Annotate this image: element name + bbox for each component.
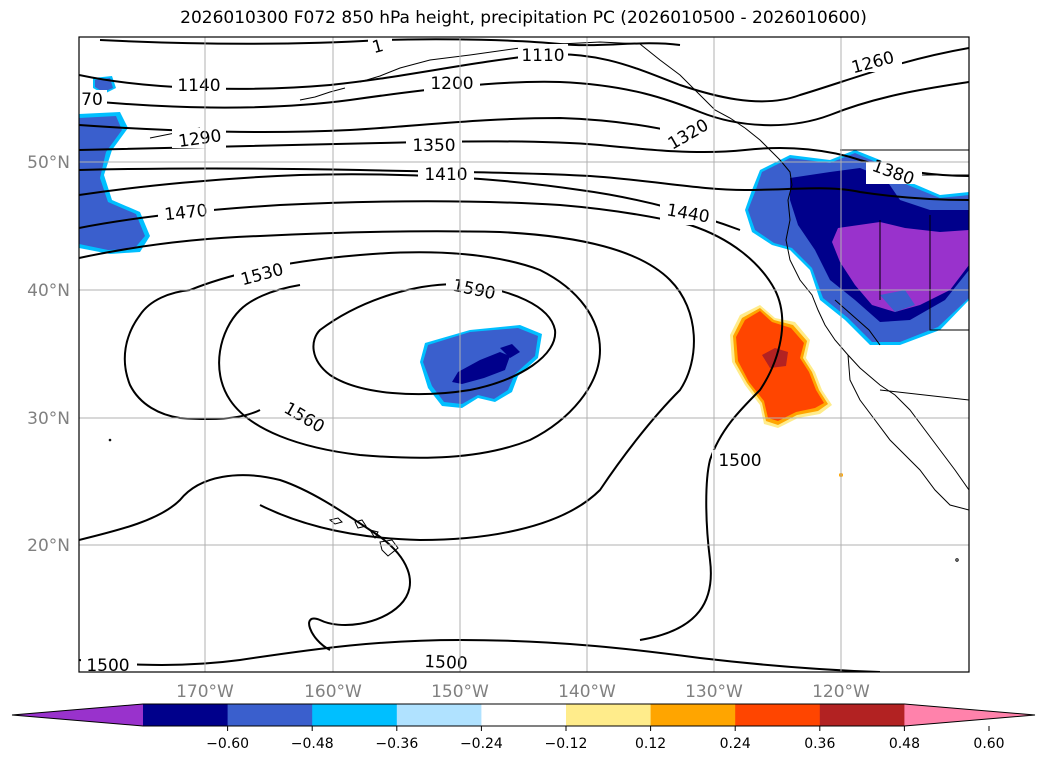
lon-label-150w: 150°W xyxy=(431,682,489,702)
contour-label-1500-southwest: 1500 xyxy=(86,656,129,676)
colorbar-segment xyxy=(312,704,398,726)
colorbar-segment xyxy=(735,704,821,726)
lat-label-20n: 20°N xyxy=(27,536,70,556)
colorbar-outline xyxy=(11,703,1036,727)
colorbar-extend-high xyxy=(904,704,1035,726)
lat-label-40n: 40°N xyxy=(27,281,70,301)
lat-label-50n: 50°N xyxy=(27,153,70,173)
colorbar-segment xyxy=(396,704,482,726)
colorbar xyxy=(11,703,1036,727)
lat-label-30n: 30°N xyxy=(27,409,70,429)
contour-label-partial-1: 1 xyxy=(370,36,386,58)
height-contours xyxy=(79,38,969,672)
contour-label-1140: 1140 xyxy=(177,76,220,96)
longitude-labels: 170°W 160°W 150°W 140°W 130°W 120°W xyxy=(176,682,870,702)
colorbar-tick-label: −0.60 xyxy=(206,736,249,752)
contour-label-1500-south: 1500 xyxy=(424,652,468,674)
contour-label-1500-east: 1500 xyxy=(718,451,761,471)
map-plot-area: 1110 1140 1200 1260 1290 1320 1350 1380 … xyxy=(79,36,969,676)
colorbar-tick-label: 0.48 xyxy=(889,736,920,752)
colorbar-tick-label: 0.12 xyxy=(635,736,666,752)
colorbar-tick-label: 0.36 xyxy=(804,736,835,752)
hawaii-islands xyxy=(108,438,959,562)
colorbar-segment xyxy=(227,704,313,726)
contour-label-1200: 1200 xyxy=(430,74,473,94)
contour-label-1350: 1350 xyxy=(412,136,455,156)
graticule xyxy=(79,37,969,672)
lon-label-120w: 120°W xyxy=(812,682,870,702)
colorbar-ticks: −0.60 −0.48 −0.36 −0.24 −0.12 0.12 0.24 0.36 0.4… xyxy=(206,726,1005,752)
colorbar-tick-label: −0.12 xyxy=(545,736,588,752)
colorbar-tick-label: −0.48 xyxy=(291,736,334,752)
figure-title: 2026010300 F072 850 hPa height, precipit… xyxy=(180,8,867,28)
colorbar-tick-label: −0.24 xyxy=(460,736,503,752)
colorbar-tick-label: −0.36 xyxy=(375,736,418,752)
lon-label-140w: 140°W xyxy=(558,682,616,702)
contour-label-1110: 1110 xyxy=(521,46,564,66)
plot-frame xyxy=(78,36,970,673)
colorbar-tick-label: 0.24 xyxy=(720,736,751,752)
colorbar-segment xyxy=(143,704,229,726)
contour-label-partial-70: 70 xyxy=(81,90,103,110)
lon-label-160w: 160°W xyxy=(304,682,362,702)
colorbar-segment xyxy=(819,704,905,726)
contour-label-1410: 1410 xyxy=(424,165,467,185)
lon-label-170w: 170°W xyxy=(176,682,234,702)
contour-label-1320: 1320 xyxy=(665,115,712,154)
contour-label-1470: 1470 xyxy=(163,201,208,225)
colorbar-extend-low xyxy=(12,704,143,726)
colorbar-segment xyxy=(481,704,567,726)
colorbar-tick-label: 0.60 xyxy=(973,736,1004,752)
lon-label-130w: 130°W xyxy=(685,682,743,702)
latitude-labels: 50°N 40°N 30°N 20°N xyxy=(27,153,70,556)
colorbar-segment xyxy=(650,704,736,726)
colorbar-segment xyxy=(566,704,652,726)
